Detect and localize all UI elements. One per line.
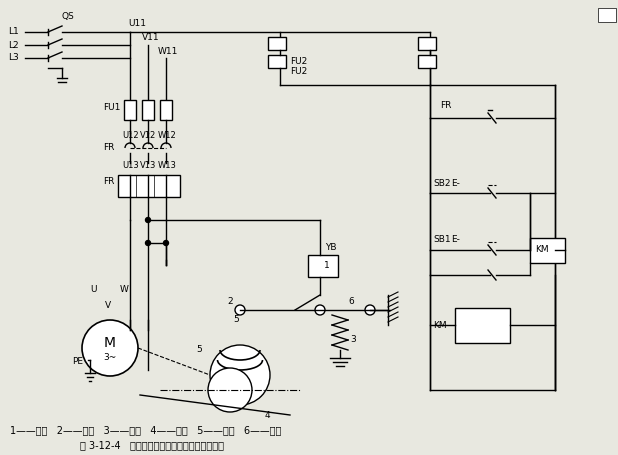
- Text: L3: L3: [8, 54, 19, 62]
- Text: FU1: FU1: [103, 102, 121, 111]
- Text: 5: 5: [233, 315, 239, 324]
- Text: V11: V11: [142, 32, 159, 41]
- Bar: [160, 100, 172, 120]
- Circle shape: [164, 241, 169, 246]
- Text: SB1: SB1: [433, 236, 451, 244]
- Text: W12: W12: [158, 131, 177, 141]
- Text: V: V: [105, 300, 111, 309]
- Text: YB: YB: [325, 243, 336, 252]
- Circle shape: [210, 345, 270, 405]
- Text: W13: W13: [158, 162, 177, 171]
- Text: L1: L1: [8, 27, 19, 36]
- Text: FR: FR: [103, 177, 114, 187]
- Text: 1: 1: [324, 262, 330, 271]
- Text: U: U: [90, 285, 96, 294]
- Text: 1——线圈   2——衔铁   3——弹簧   4——闸轮   5——闸瓦   6——杠杆: 1——线圈 2——衔铁 3——弹簧 4——闸轮 5——闸瓦 6——杠杆: [10, 425, 281, 435]
- Circle shape: [82, 320, 138, 376]
- Text: FU2: FU2: [290, 57, 307, 66]
- Text: QS: QS: [62, 12, 75, 21]
- Circle shape: [145, 241, 151, 246]
- Text: 6: 6: [348, 298, 353, 307]
- Text: W: W: [120, 285, 129, 294]
- Bar: [418, 55, 436, 68]
- Text: W11: W11: [158, 47, 179, 56]
- Circle shape: [208, 368, 252, 412]
- Text: U11: U11: [128, 19, 146, 27]
- Bar: [142, 100, 154, 120]
- Text: KM: KM: [433, 320, 447, 329]
- Bar: [418, 37, 436, 50]
- Circle shape: [315, 305, 325, 315]
- Text: M: M: [104, 336, 116, 350]
- Bar: [308, 255, 338, 277]
- Bar: [118, 175, 180, 197]
- Text: U13: U13: [122, 162, 139, 171]
- Text: 3~: 3~: [103, 353, 117, 362]
- Text: FR: FR: [103, 143, 114, 152]
- Text: SB2: SB2: [433, 178, 451, 187]
- Bar: [455, 308, 510, 343]
- Text: E-: E-: [451, 236, 460, 244]
- Bar: [598, 8, 616, 22]
- Text: 5: 5: [196, 345, 201, 354]
- Text: 3: 3: [350, 335, 356, 344]
- Text: L2: L2: [8, 40, 19, 50]
- Text: E-: E-: [451, 178, 460, 187]
- Text: V12: V12: [140, 131, 156, 141]
- Circle shape: [235, 305, 245, 315]
- Text: 图 3-12-4   电磁抱闸制动器断电制动控制电路图: 图 3-12-4 电磁抱闸制动器断电制动控制电路图: [80, 440, 224, 450]
- Bar: [268, 55, 286, 68]
- Text: U12: U12: [122, 131, 138, 141]
- Text: FU2: FU2: [290, 67, 307, 76]
- Text: FR: FR: [440, 101, 451, 110]
- Bar: [530, 238, 565, 263]
- Bar: [268, 37, 286, 50]
- Bar: [124, 100, 136, 120]
- Text: 4: 4: [265, 410, 271, 420]
- Text: PE: PE: [72, 358, 83, 366]
- Text: V13: V13: [140, 162, 156, 171]
- Text: 2: 2: [227, 298, 232, 307]
- Text: KM: KM: [535, 246, 549, 254]
- Circle shape: [365, 305, 375, 315]
- Circle shape: [145, 217, 151, 222]
